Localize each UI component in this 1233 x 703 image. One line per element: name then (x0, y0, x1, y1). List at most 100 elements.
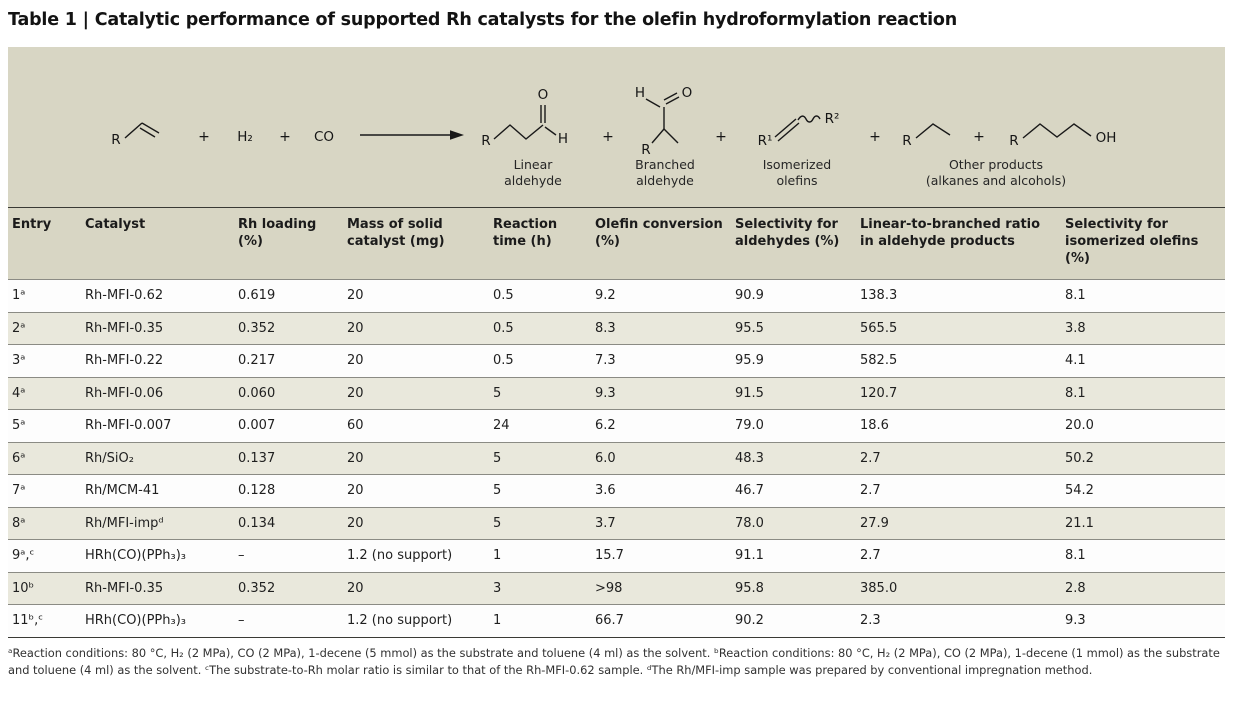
cell-time: 5 (491, 442, 593, 475)
table-row: 10ᵇ Rh-MFI-0.35 0.352 20 3 >98 95.8 385.… (8, 572, 1225, 605)
cell-mass: 1.2 (no support) (345, 604, 491, 638)
cell-conversion: 9.3 (593, 377, 733, 410)
r-group-label: R (111, 132, 120, 148)
cell-time: 5 (491, 377, 593, 410)
cell-conversion: 3.7 (593, 507, 733, 540)
cell-sel-aldehydes: 90.9 (733, 279, 858, 313)
col-catalyst: Catalyst (83, 207, 236, 280)
r-group-label: R (902, 133, 911, 149)
cell-entry: 4ᵃ (8, 377, 83, 410)
col-conversion: Olefin conversion (%) (593, 207, 733, 280)
carbon-chain (1022, 123, 1092, 139)
cell-conversion: >98 (593, 572, 733, 605)
cell-rh-loading: 0.128 (236, 474, 345, 508)
cell-catalyst: HRh(CO)(PPh₃)₃ (83, 539, 236, 573)
cell-catalyst: Rh-MFI-0.007 (83, 409, 236, 443)
cell-sel-aldehydes: 46.7 (733, 474, 858, 508)
r1-group-label: R¹ (758, 133, 773, 149)
cell-rh-loading: 0.134 (236, 507, 345, 540)
cell-mass: 60 (345, 409, 491, 443)
cell-sel-aldehydes: 91.5 (733, 377, 858, 410)
isomerized-olefins-label-2: olefins (776, 173, 817, 188)
cell-catalyst: Rh-MFI-0.62 (83, 279, 236, 313)
cell-catalyst: Rh/MFI-impᵈ (83, 507, 236, 540)
cell-sel-isomerized: 20.0 (1063, 409, 1225, 443)
single-bond (124, 122, 143, 139)
table-row: 1ᵃ Rh-MFI-0.62 0.619 20 0.5 9.2 90.9 138… (8, 279, 1225, 313)
linear-aldehyde-label-2: aldehyde (504, 173, 562, 188)
oxygen-label: O (538, 87, 549, 103)
cell-mass: 20 (345, 279, 491, 313)
cell-sel-isomerized: 8.1 (1063, 279, 1225, 313)
cell-sel-isomerized: 21.1 (1063, 507, 1225, 540)
cell-sel-aldehydes: 90.2 (733, 604, 858, 638)
cell-sel-isomerized: 9.3 (1063, 604, 1225, 638)
cell-entry: 3ᵃ (8, 344, 83, 378)
cell-sel-aldehydes: 78.0 (733, 507, 858, 540)
c-h-bond (544, 126, 557, 136)
cell-time: 3 (491, 572, 593, 605)
cell-sel-isomerized: 2.8 (1063, 572, 1225, 605)
plus-sign: + (973, 129, 985, 145)
c-methyl-bond (663, 128, 679, 144)
cell-conversion: 9.2 (593, 279, 733, 313)
header-row: Entry Catalyst Rh loading (%) Mass of so… (8, 207, 1225, 280)
col-entry: Entry (8, 207, 83, 280)
cell-lb-ratio: 138.3 (858, 279, 1063, 313)
table-row: 8ᵃ Rh/MFI-impᵈ 0.134 20 5 3.7 78.0 27.9 … (8, 507, 1225, 540)
cell-entry: 6ᵃ (8, 442, 83, 475)
cell-conversion: 8.3 (593, 312, 733, 345)
plus-sign: + (869, 129, 881, 145)
cell-entry: 10ᵇ (8, 572, 83, 605)
cell-rh-loading: 0.217 (236, 344, 345, 378)
col-sel-isomerized: Selectivity for isomerized olefins (%) (1063, 207, 1225, 280)
plus-sign: + (198, 129, 210, 145)
reaction-arrow (360, 130, 464, 140)
cell-sel-aldehydes: 91.1 (733, 539, 858, 573)
cell-entry: 9ᵃ,ᶜ (8, 539, 83, 573)
col-sel-aldehydes: Selectivity for aldehydes (%) (733, 207, 858, 280)
h-c-bond (645, 98, 661, 108)
other-products-label-1: Other products (949, 157, 1043, 172)
cell-catalyst: Rh/SiO₂ (83, 442, 236, 475)
co-label: CO (314, 129, 334, 145)
carbon-chain (915, 123, 951, 139)
cell-catalyst: Rh-MFI-0.22 (83, 344, 236, 378)
cell-mass: 20 (345, 507, 491, 540)
cell-mass: 20 (345, 312, 491, 345)
cell-mass: 20 (345, 474, 491, 508)
r2-group-label: R² (825, 111, 840, 127)
cell-sel-aldehydes: 79.0 (733, 409, 858, 443)
cell-lb-ratio: 2.7 (858, 539, 1063, 573)
cell-conversion: 66.7 (593, 604, 733, 638)
product-alcohol: R OH (1009, 123, 1117, 149)
cell-entry: 5ᵃ (8, 409, 83, 443)
cell-time: 1 (491, 604, 593, 638)
reaction-scheme: R + H₂ + CO R O H Linear alde (8, 47, 1225, 207)
hydrogen-label: H (558, 131, 568, 147)
cell-conversion: 7.3 (593, 344, 733, 378)
cell-time: 5 (491, 507, 593, 540)
double-bond (774, 118, 800, 142)
cell-sel-isomerized: 4.1 (1063, 344, 1225, 378)
cell-sel-isomerized: 50.2 (1063, 442, 1225, 475)
cell-sel-aldehydes: 48.3 (733, 442, 858, 475)
cell-catalyst: Rh-MFI-0.06 (83, 377, 236, 410)
cell-catalyst: Rh/MCM-41 (83, 474, 236, 508)
plus-sign: + (279, 129, 291, 145)
cell-lb-ratio: 2.3 (858, 604, 1063, 638)
cell-catalyst: HRh(CO)(PPh₃)₃ (83, 604, 236, 638)
hydrogen-label: H (635, 85, 645, 101)
cell-sel-isomerized: 3.8 (1063, 312, 1225, 345)
cell-lb-ratio: 385.0 (858, 572, 1063, 605)
cell-entry: 8ᵃ (8, 507, 83, 540)
col-time: Reaction time (h) (491, 207, 593, 280)
r-group-label: R (481, 133, 490, 149)
table-title: Table 1 | Catalytic performance of suppo… (8, 10, 957, 30)
oh-label: OH (1096, 130, 1117, 146)
cell-catalyst: Rh-MFI-0.35 (83, 572, 236, 605)
cell-lb-ratio: 2.7 (858, 474, 1063, 508)
cell-entry: 2ᵃ (8, 312, 83, 345)
wavy-bond (797, 115, 821, 123)
branched-aldehyde-label-2: aldehyde (636, 173, 694, 188)
